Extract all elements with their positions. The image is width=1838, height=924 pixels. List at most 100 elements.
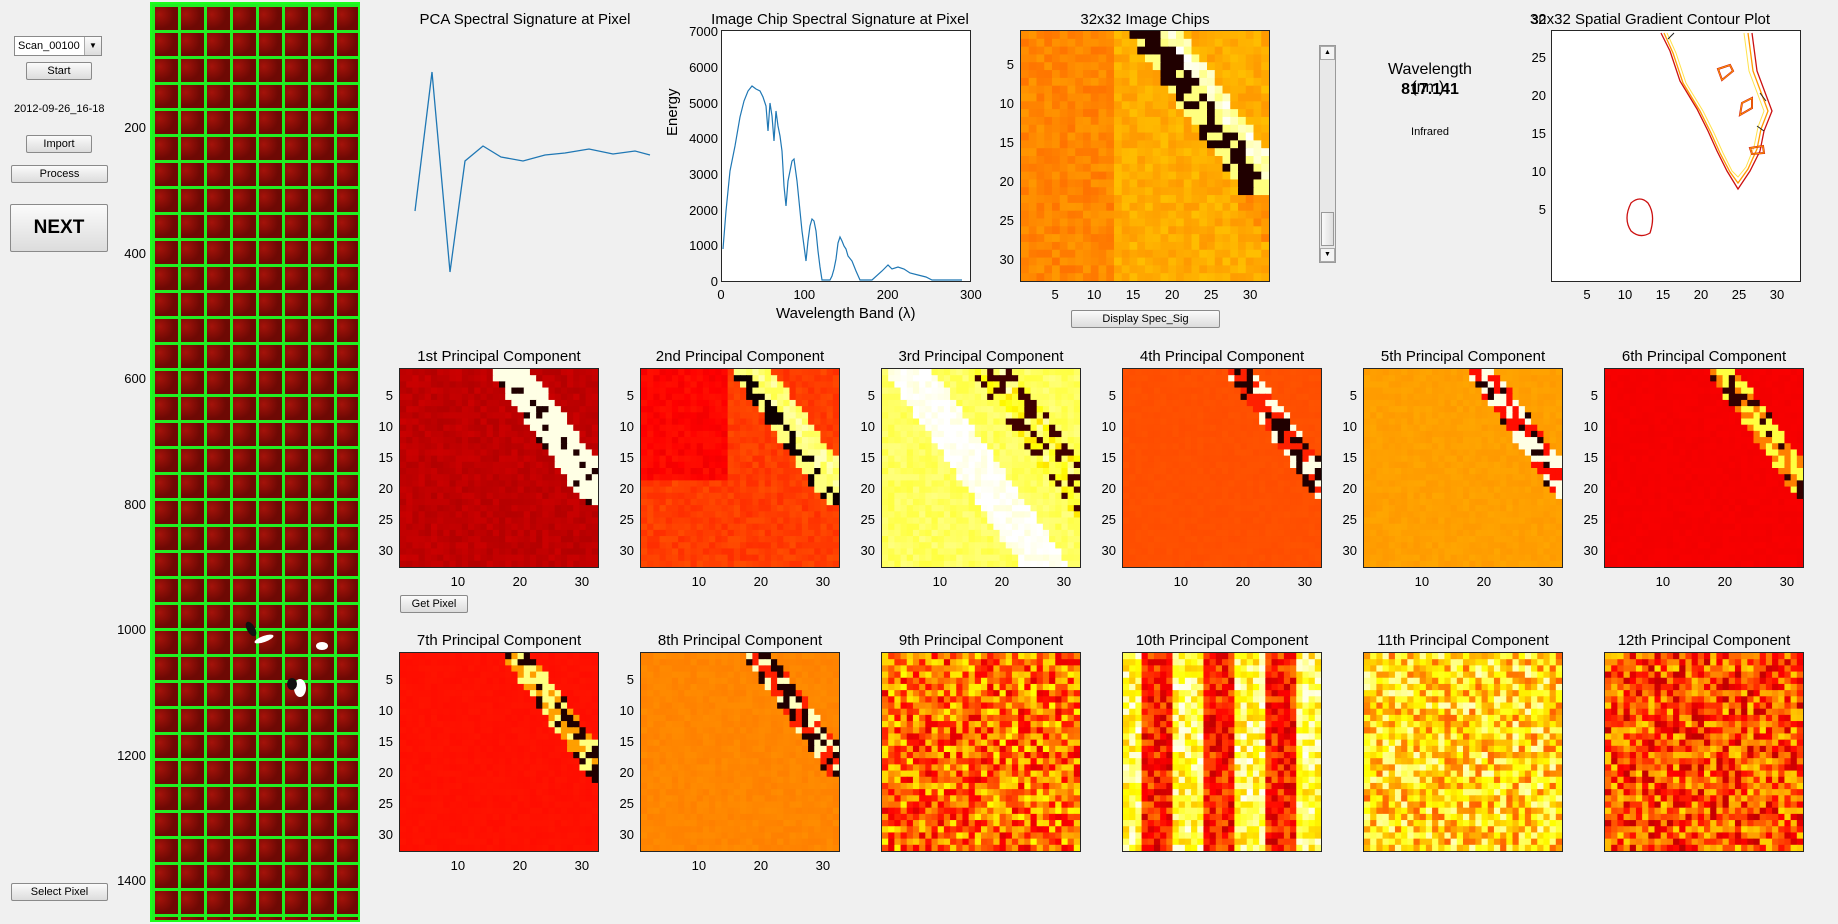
pc-image-12[interactable] — [1604, 652, 1804, 852]
contour-xtick: 5 — [1583, 287, 1591, 302]
contour-plot — [1626, 32, 1773, 237]
image-chip-ytick: 10 — [999, 96, 1014, 112]
pc-ytick: 10 — [1583, 418, 1598, 434]
pc-heatmap — [882, 369, 1080, 567]
pc-image-7[interactable] — [399, 652, 599, 852]
scan-artifacts — [245, 621, 328, 697]
pc-ytick: 15 — [619, 449, 634, 465]
pc-ytick: 10 — [860, 418, 875, 434]
pc-ytick: 25 — [860, 511, 875, 527]
pc-ytick: 25 — [619, 795, 634, 811]
timestamp-label: 2012-09-26_16-18 — [14, 103, 105, 115]
pc-ytick: 10 — [619, 418, 634, 434]
pc-xtick: 20 — [1476, 574, 1492, 589]
next-button[interactable]: NEXT — [10, 204, 108, 252]
image-chip-axes[interactable] — [1020, 30, 1270, 282]
chip-signature-ytick: 2000 — [689, 202, 718, 218]
pc-ytick: 10 — [378, 418, 393, 434]
pc-ytick: 5 — [1590, 387, 1598, 403]
pc-title: 8th Principal Component — [657, 632, 823, 649]
scan-axis-tick: 200 — [124, 120, 146, 135]
image-chip-ytick: 30 — [999, 252, 1014, 268]
scan-image[interactable] — [150, 2, 360, 922]
chip-signature-xtick: 100 — [793, 287, 816, 302]
contour-axes — [1551, 30, 1801, 282]
pc-title: 9th Principal Component — [898, 632, 1064, 649]
pc-ytick: 25 — [378, 511, 393, 527]
pca-signature-title: PCA Spectral Signature at Pixel — [419, 11, 631, 28]
pc-title: 2nd Principal Component — [655, 348, 825, 365]
pc-xtick: 20 — [753, 858, 769, 873]
pc-ytick: 20 — [1101, 480, 1116, 496]
pc-ytick: 15 — [378, 449, 393, 465]
pc-ytick: 5 — [1349, 387, 1357, 403]
pc-ytick: 15 — [619, 733, 634, 749]
pc-xtick: 30 — [574, 858, 590, 873]
pc-ytick: 15 — [1101, 449, 1116, 465]
display-spec-sig-button[interactable]: Display Spec_Sig — [1071, 310, 1220, 328]
image-chip-xtick: 25 — [1203, 287, 1219, 302]
pc-image-9[interactable] — [881, 652, 1081, 852]
pc-xtick: 10 — [450, 574, 466, 589]
scan-axis-tick: 600 — [124, 371, 146, 386]
select-pixel-button[interactable]: Select Pixel — [11, 883, 108, 901]
pc-ytick: 30 — [378, 826, 393, 842]
pc-ytick: 5 — [385, 671, 393, 687]
pc-xtick: 20 — [512, 858, 528, 873]
pc-image-11[interactable] — [1363, 652, 1563, 852]
scroll-down-icon[interactable]: ▼ — [1320, 248, 1335, 262]
image-chip-ytick: 20 — [999, 174, 1014, 190]
pc-image-4[interactable] — [1122, 368, 1322, 568]
contour-xtick: 10 — [1617, 287, 1633, 302]
pc-image-6[interactable] — [1604, 368, 1804, 568]
contour-ytick: 5 — [1538, 201, 1546, 217]
pc-heatmap — [1605, 653, 1803, 851]
pc-ytick: 30 — [1583, 542, 1598, 558]
contour-ytick: 30 — [1531, 11, 1546, 27]
pc-xtick: 30 — [574, 574, 590, 589]
pc-image-1[interactable] — [399, 368, 599, 568]
pc-ytick: 30 — [619, 826, 634, 842]
scan-select-value: Scan_00100 — [18, 40, 80, 52]
pc-xtick: 10 — [691, 574, 707, 589]
pc-ytick: 20 — [619, 480, 634, 496]
scroll-thumb[interactable] — [1321, 212, 1334, 246]
pc-xtick: 20 — [512, 574, 528, 589]
import-button[interactable]: Import — [26, 135, 92, 153]
wavelength-scrollbar[interactable]: ▲ ▼ — [1319, 45, 1336, 263]
image-chip-xtick: 10 — [1086, 287, 1102, 302]
image-chip-ytick: 25 — [999, 213, 1014, 229]
scan-axis-tick: 1200 — [117, 747, 146, 763]
scan-select[interactable]: Scan_00100 ▼ — [14, 36, 102, 56]
wavelength-label: Wavelength (nm): — [1388, 61, 1472, 96]
pc-xtick: 30 — [1056, 574, 1072, 589]
pc-ytick: 5 — [626, 671, 634, 687]
pc-ytick: 15 — [378, 733, 393, 749]
pc-ytick: 5 — [385, 387, 393, 403]
pc-image-8[interactable] — [640, 652, 840, 852]
pc-ytick: 20 — [378, 764, 393, 780]
pc-heatmap — [1123, 653, 1321, 851]
pc-heatmap — [882, 653, 1080, 851]
pc-ytick: 20 — [378, 480, 393, 496]
pc-xtick: 30 — [1779, 574, 1795, 589]
get-pixel-button[interactable]: Get Pixel — [400, 595, 468, 613]
pc-xtick: 10 — [1655, 574, 1671, 589]
start-button[interactable]: Start — [26, 62, 92, 80]
chip-signature-ytick: 7000 — [689, 24, 718, 40]
scroll-up-icon[interactable]: ▲ — [1320, 46, 1335, 60]
pc-ytick: 25 — [1101, 511, 1116, 527]
pc-image-2[interactable] — [640, 368, 840, 568]
pc-image-10[interactable] — [1122, 652, 1322, 852]
pca-signature-plot — [414, 71, 651, 273]
pc-title: 4th Principal Component — [1139, 348, 1305, 365]
contour-xtick: 30 — [1769, 287, 1785, 302]
pc-image-3[interactable] — [881, 368, 1081, 568]
pc-ytick: 25 — [1583, 511, 1598, 527]
pc-image-5[interactable] — [1363, 368, 1563, 568]
process-button[interactable]: Process — [11, 165, 108, 183]
pc-title: 3rd Principal Component — [898, 348, 1064, 365]
chevron-down-icon[interactable]: ▼ — [84, 37, 101, 55]
contour-xtick: 20 — [1693, 287, 1709, 302]
pc-ytick: 20 — [619, 764, 634, 780]
